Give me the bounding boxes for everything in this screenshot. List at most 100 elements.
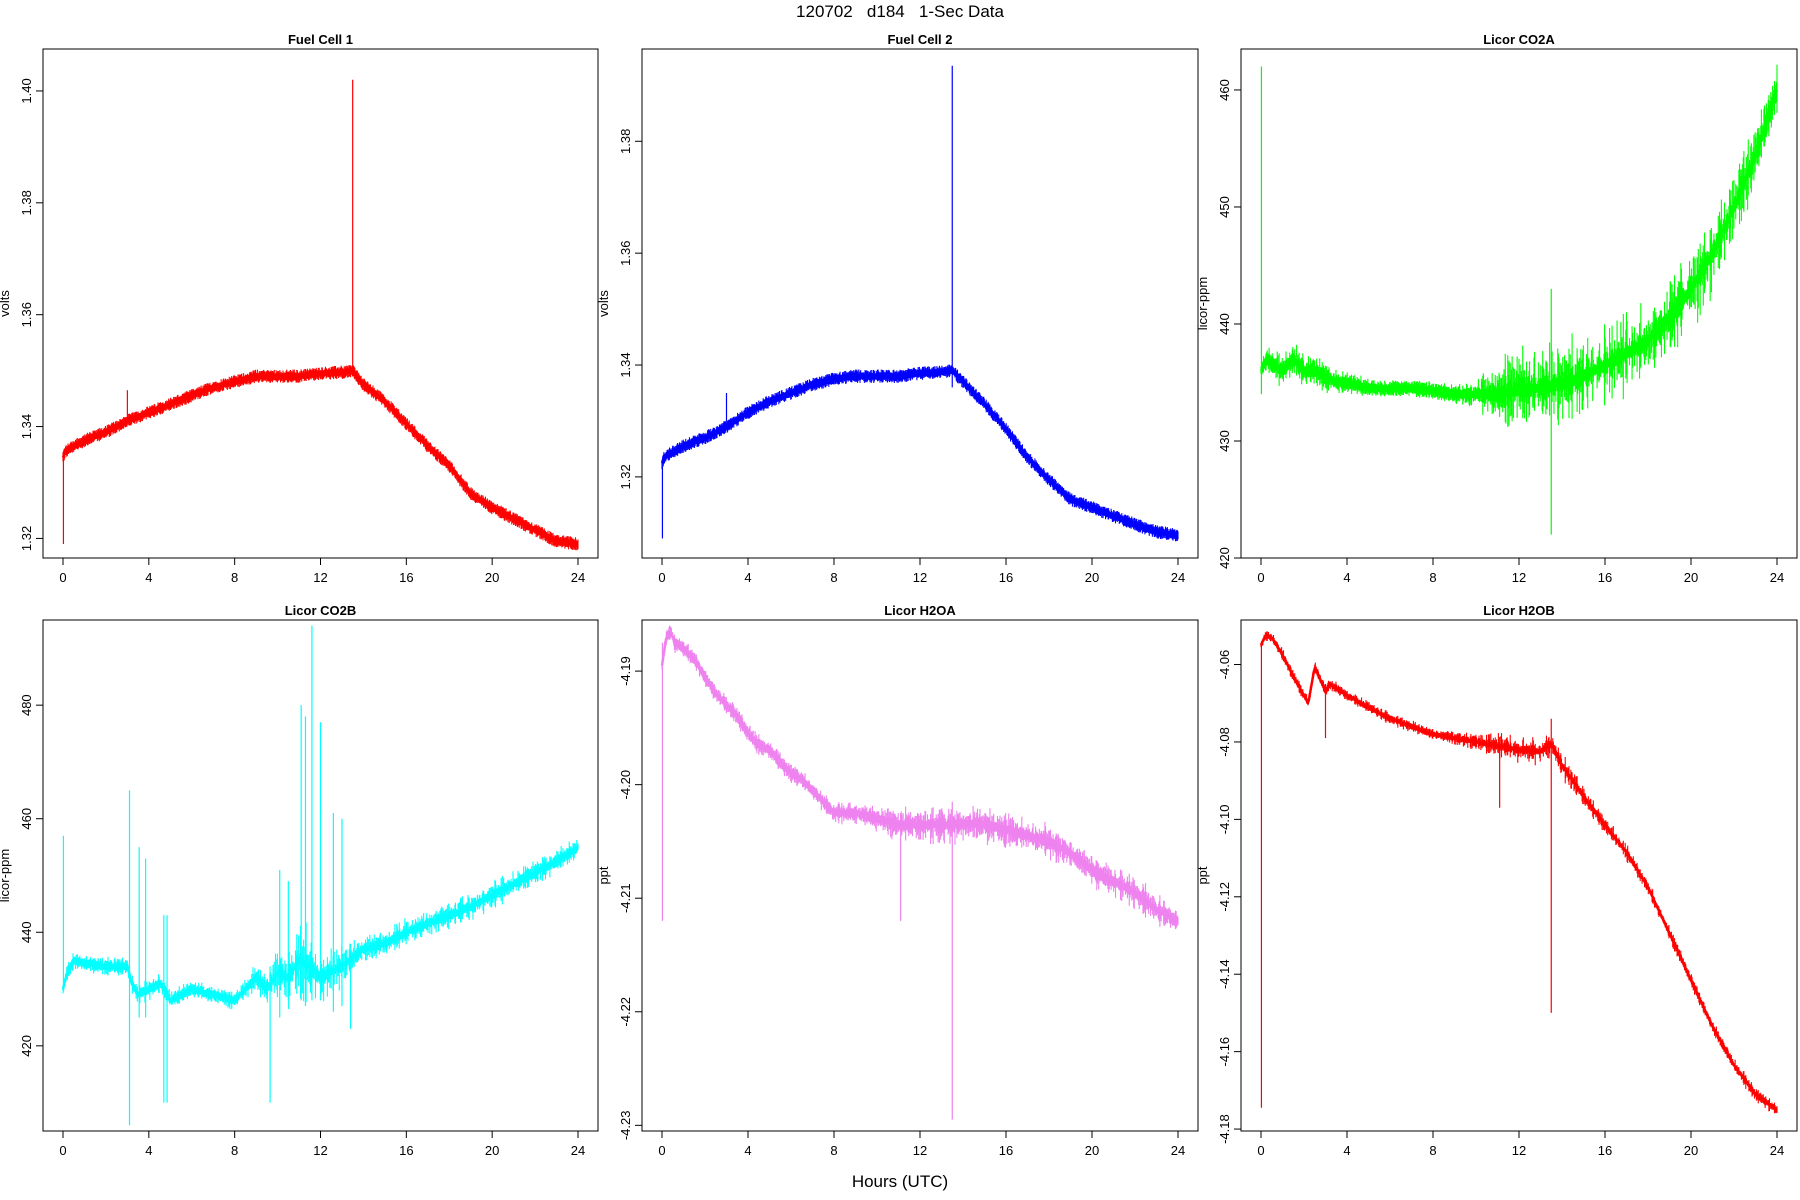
x-tick-label: 4 [1343,570,1350,585]
y-tick-label: 420 [19,1035,34,1057]
x-tick-label: 24 [1770,1143,1784,1158]
panel-2: Fuel Cell 2 0 4 8 12 16 20 24 1.32 1.34 1.36 1.38 vo… [596,32,1199,585]
x-tick-label: 8 [830,570,837,585]
panel-title: Licor H2OB [1483,603,1555,618]
y-tick-label: 1.34 [19,414,34,439]
x-tick-label: 16 [1598,570,1612,585]
x-tick-label: 24 [571,570,585,585]
y-axis-label: licor-ppm [0,849,12,902]
y-tick-label: 1.38 [19,190,34,215]
y-tick-label: 460 [19,808,34,830]
series-band [62,365,579,551]
x-tick-label: 16 [399,570,413,585]
x-tick-label: 12 [313,570,327,585]
y-tick-label: -4.06 [1217,650,1232,680]
y-axis-label: licor-ppm [1195,277,1210,330]
y-tick-label: -4.18 [1217,1114,1232,1144]
x-tick-label: 8 [1429,1143,1436,1158]
y-tick-label: -4.22 [618,997,633,1027]
series-line [61,369,579,546]
x-tick-label: 20 [1085,570,1099,585]
panel-title: Licor CO2A [1483,32,1555,47]
x-tick-label: 12 [313,1143,327,1158]
y-tick-label: 440 [1217,313,1232,335]
series-band [661,364,1179,542]
series-6 [1259,631,1778,1114]
series-2 [660,65,1179,542]
x-tick-label: 20 [1684,570,1698,585]
y-tick-label: -4.20 [618,770,633,800]
x-tick-label: 20 [485,1143,499,1158]
figure-title: 120702 d184 1-Sec Data [796,2,1004,21]
y-tick-label: -4.19 [618,656,633,686]
x-tick-label: 12 [1512,1143,1526,1158]
y-tick-label: 1.32 [618,464,633,489]
y-tick-label: -4.08 [1217,727,1232,757]
panel-1: Fuel Cell 1 0 4 8 12 16 20 24 1.32 1.34 1.36 1.38 1.… [0,32,599,585]
x-tick-label: 4 [744,570,751,585]
y-tick-label: 1.32 [19,526,34,551]
y-tick-label: 430 [1217,430,1232,452]
series-5 [660,625,1179,1120]
y-axis-label: volts [596,290,611,317]
x-tick-label: 0 [59,1143,66,1158]
x-tick-label: 8 [231,1143,238,1158]
x-tick-label: 0 [1257,570,1264,585]
x-tick-label: 24 [1171,1143,1185,1158]
y-tick-label: -4.21 [618,883,633,913]
y-tick-label: 1.36 [618,241,633,266]
series-4 [61,625,579,1126]
y-tick-label: 460 [1217,79,1232,101]
x-tick-label: 8 [231,570,238,585]
x-tick-label: 24 [1770,570,1784,585]
x-tick-label: 4 [145,1143,152,1158]
plot-frame [641,48,1199,559]
y-tick-label: -4.12 [1217,882,1232,912]
plot-frame [1240,48,1798,559]
y-axis-label: volts [0,290,12,317]
panel-5: Licor H2OA 0 4 8 12 16 20 24 -4.23 -4.22 -4.21 -4.2… [596,603,1199,1158]
x-tick-label: 8 [1429,570,1436,585]
y-tick-label: 1.36 [19,302,34,327]
y-tick-label: 480 [19,694,34,716]
y-tick-label: 420 [1217,547,1232,569]
x-tick-label: 24 [1171,570,1185,585]
x-tick-label: 16 [399,1143,413,1158]
x-tick-label: 12 [1512,570,1526,585]
x-tick-label: 12 [913,570,927,585]
panel-title: Fuel Cell 2 [887,32,952,47]
y-tick-label: -4.14 [1217,959,1232,989]
y-tick-label: 1.38 [618,129,633,154]
x-tick-label: 16 [999,570,1013,585]
series-band [661,625,1179,930]
y-tick-label: 1.34 [618,352,633,377]
x-tick-label: 12 [913,1143,927,1158]
y-tick-label: 450 [1217,196,1232,218]
plot-frame [42,48,599,559]
x-tick-label: 0 [658,1143,665,1158]
x-tick-label: 8 [830,1143,837,1158]
panel-title: Licor H2OA [884,603,956,618]
x-tick-label: 16 [1598,1143,1612,1158]
panel-title: Fuel Cell 1 [288,32,353,47]
x-tick-label: 4 [1343,1143,1350,1158]
x-tick-label: 4 [145,570,152,585]
x-tick-label: 20 [1684,1143,1698,1158]
y-tick-label: 1.40 [19,78,34,103]
series-line [1259,89,1779,396]
x-tick-label: 20 [1085,1143,1099,1158]
y-tick-label: 440 [19,921,34,943]
series-1 [61,79,579,551]
series-line [660,369,1179,537]
series-line [660,631,1179,923]
y-axis-label: ppt [596,866,611,884]
x-tick-label: 20 [485,570,499,585]
x-tick-label: 0 [1257,1143,1264,1158]
panel-3: Licor CO2A 0 4 8 12 16 20 24 420 430 440 450 460 lico… [1195,32,1798,585]
panel-6: Licor H2OB 0 4 8 12 16 20 24 -4.18 -4.16 -4.14 -4.1… [1195,603,1798,1158]
plot-frame [1240,619,1798,1132]
y-tick-label: -4.16 [1217,1037,1232,1067]
series-band [1260,64,1778,427]
